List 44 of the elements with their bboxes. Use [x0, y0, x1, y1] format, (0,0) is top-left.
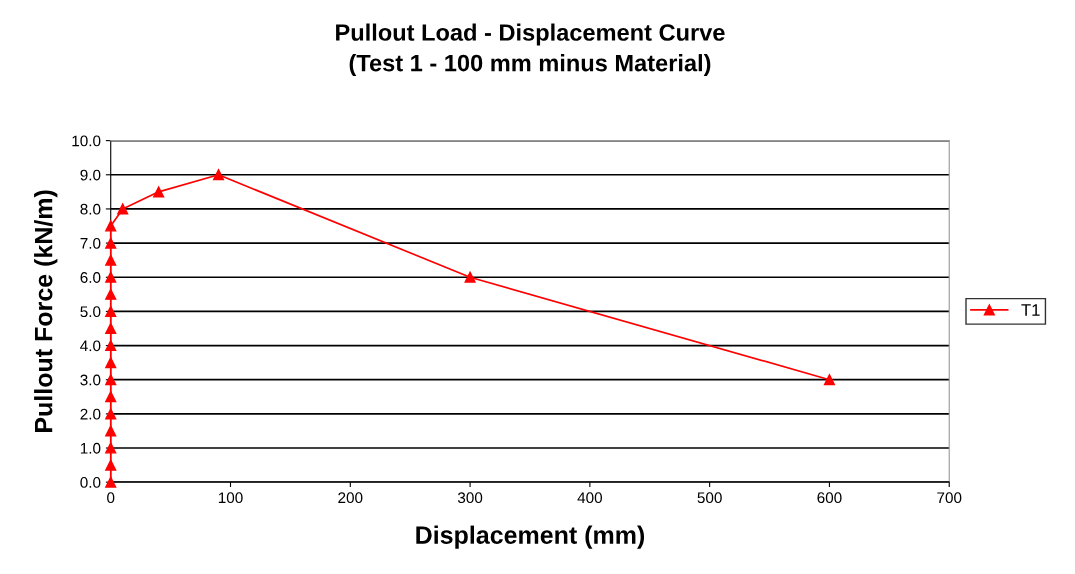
- x-axis-title: Displacement (mm): [416, 525, 645, 549]
- point: [105, 425, 117, 437]
- x-tick-label: 0: [107, 492, 115, 504]
- y-tick-label: 10.0: [72, 135, 101, 147]
- x-tick-label: 600: [817, 492, 842, 504]
- point: [105, 391, 117, 403]
- point: [464, 271, 476, 283]
- point: [212, 169, 225, 181]
- x-tick-label: 400: [577, 492, 603, 504]
- point: [823, 374, 835, 386]
- y-tick-label: 5.0: [80, 306, 101, 318]
- point: [105, 339, 117, 352]
- point: [153, 186, 165, 198]
- point: [105, 322, 117, 335]
- y-tick-label: 3.0: [80, 374, 101, 386]
- chart-title: Pullout Load - Displacement Curve (Test 1 - 100 mm minus Material): [336, 23, 725, 77]
- point: [105, 357, 117, 369]
- y-axis-title: Pullout Force (kN/m): [34, 190, 58, 432]
- point: [105, 374, 117, 386]
- x-tick-label: 200: [338, 492, 363, 504]
- y-tick-label: 7.0: [80, 237, 101, 249]
- point: [105, 220, 117, 232]
- point: [105, 271, 117, 283]
- point: [105, 237, 117, 249]
- y-tick-label: 1.0: [80, 442, 101, 454]
- point: [117, 203, 129, 215]
- x-tick-label: 500: [697, 492, 722, 504]
- x-tick-label: 700: [937, 492, 962, 504]
- point: [105, 459, 117, 471]
- x-tick-label: 100: [218, 492, 243, 504]
- x-tick-label: 300: [457, 492, 483, 504]
- point: [105, 305, 117, 317]
- point: [105, 476, 117, 488]
- point: [105, 254, 117, 266]
- point: [105, 288, 117, 300]
- point: [105, 408, 117, 420]
- y-tick-label: 9.0: [80, 169, 101, 181]
- legend-label: T1: [1021, 304, 1040, 316]
- y-tick-label: 4.0: [80, 340, 101, 352]
- y-tick-label: 2.0: [80, 408, 101, 420]
- point: [105, 442, 117, 454]
- y-tick-label: 6.0: [80, 272, 101, 283]
- y-tick-label: 0.0: [80, 477, 101, 488]
- y-tick-label: 8.0: [80, 203, 101, 215]
